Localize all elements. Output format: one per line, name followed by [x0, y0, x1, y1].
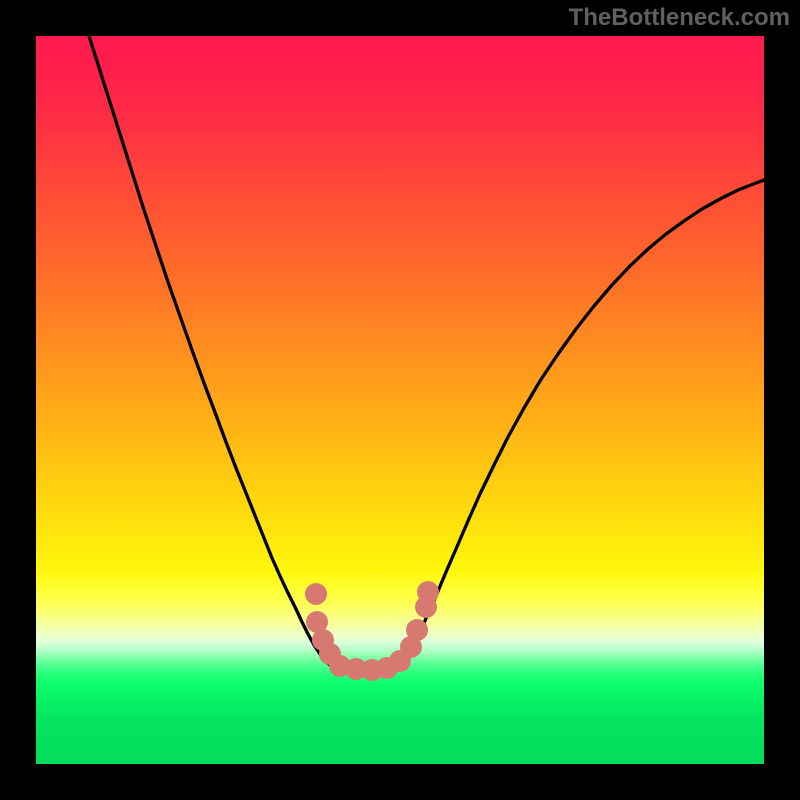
marker-point — [361, 659, 383, 681]
marker-point — [400, 636, 422, 658]
marker-point — [389, 650, 411, 672]
marker-point — [306, 611, 328, 633]
marker-point — [305, 583, 327, 605]
marker-point — [376, 657, 398, 679]
marker-point — [417, 581, 439, 603]
plot-area — [36, 36, 764, 764]
marker-point — [319, 643, 341, 665]
watermark: TheBottleneck.com — [569, 4, 790, 32]
curve-layer — [36, 36, 764, 764]
gradient-background — [36, 36, 764, 764]
valley-curve — [84, 36, 764, 670]
marker-point — [345, 658, 367, 680]
marker-point — [312, 629, 334, 651]
marker-point — [329, 655, 351, 677]
marker-group — [305, 581, 439, 681]
marker-point — [406, 619, 428, 641]
chart-container: TheBottleneck.com — [0, 0, 800, 800]
marker-point — [415, 596, 437, 618]
